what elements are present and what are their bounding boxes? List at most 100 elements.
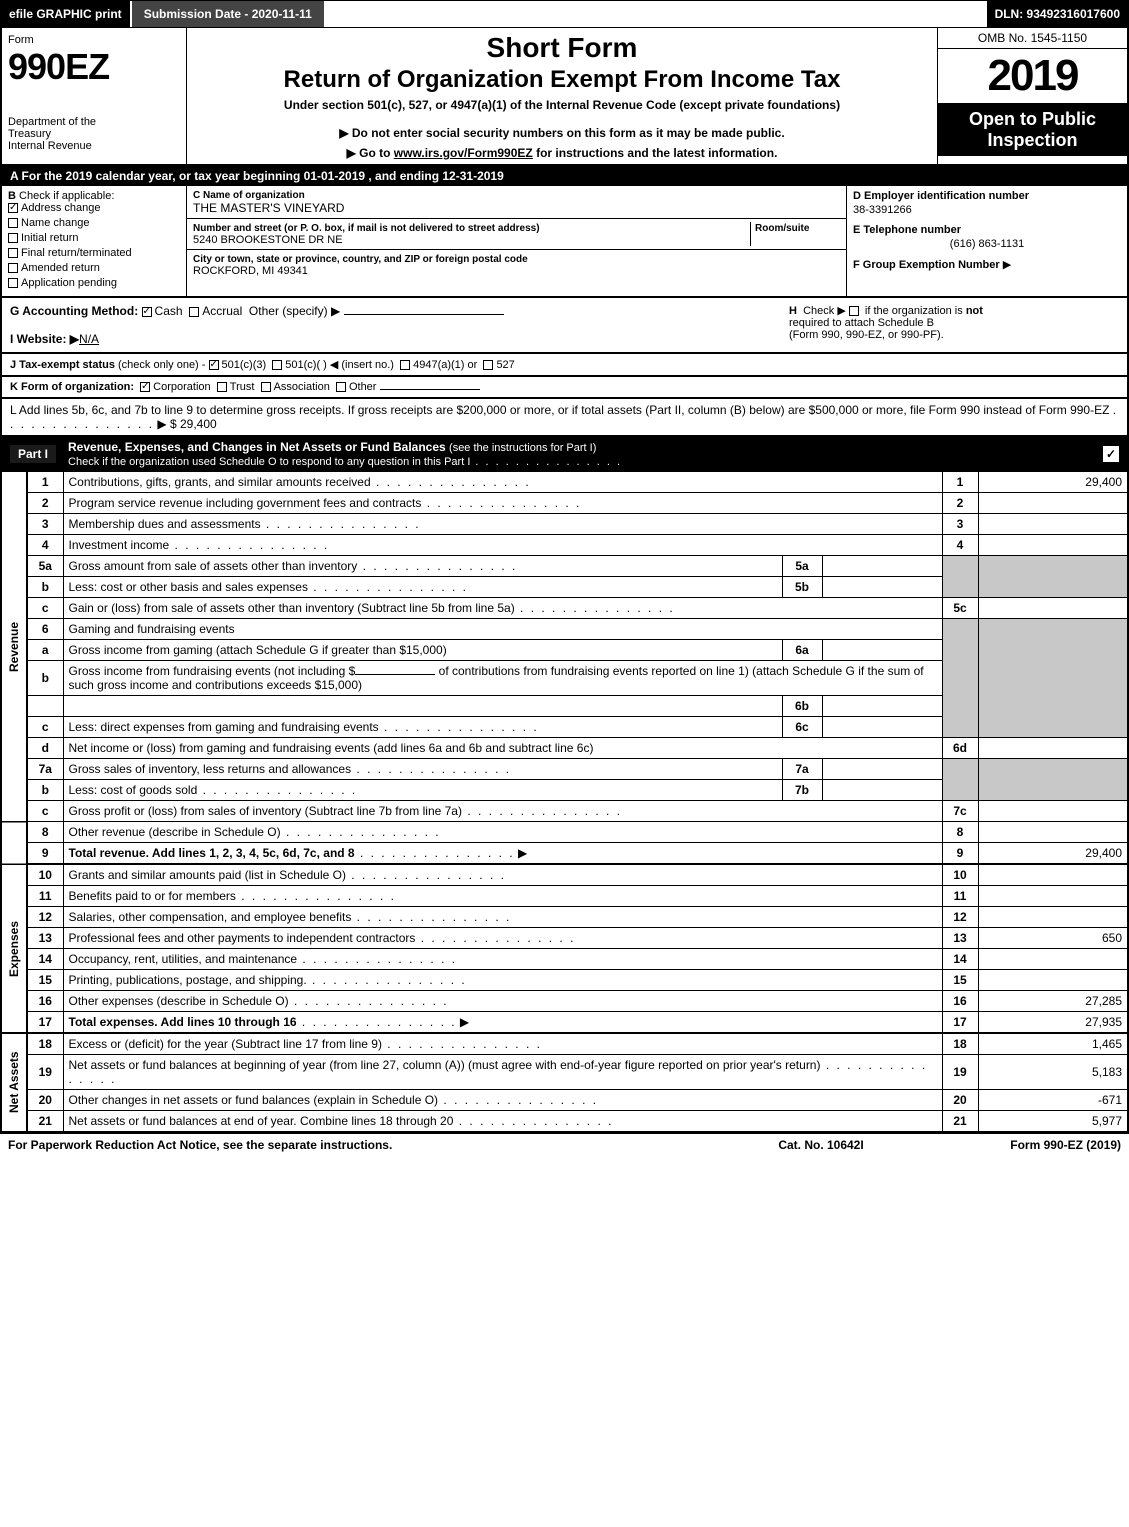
form-title: Return of Organization Exempt From Incom… <box>197 66 927 94</box>
table-row: 5a Gross amount from sale of assets othe… <box>1 556 1128 577</box>
line11-amount <box>978 886 1128 907</box>
check-final-return[interactable] <box>8 248 18 258</box>
table-row: 4 Investment income 4 <box>1 535 1128 556</box>
check-501c3[interactable] <box>209 360 219 370</box>
check-amended-return[interactable] <box>8 263 18 273</box>
check-schedule-b-not-required[interactable] <box>849 306 859 316</box>
check-cash[interactable] <box>142 307 152 317</box>
ssn-warning: ▶ Do not enter social security numbers o… <box>197 126 927 140</box>
section-h: H Check ▶ if the organization is not req… <box>789 304 1119 346</box>
check-other-org[interactable] <box>336 382 346 392</box>
paperwork-notice: For Paperwork Reduction Act Notice, see … <box>8 1138 721 1152</box>
ein-label: D Employer identification number <box>853 190 1121 202</box>
check-accrual[interactable] <box>189 307 199 317</box>
table-row: c Gross profit or (loss) from sales of i… <box>1 801 1128 822</box>
line15-amount <box>978 970 1128 991</box>
line6d-amount <box>978 738 1128 759</box>
table-row: 21 Net assets or fund balances at end of… <box>1 1111 1128 1133</box>
top-bar: efile GRAPHIC print Submission Date - 20… <box>0 0 1129 28</box>
part1-sub: (see the instructions for Part I) <box>449 442 596 454</box>
line3-amount <box>978 514 1128 535</box>
line10-amount <box>978 864 1128 886</box>
line16-amount: 27,285 <box>978 991 1128 1012</box>
irs-link-line: ▶ Go to www.irs.gov/Form990EZ for instru… <box>197 146 927 160</box>
phone-value: (616) 863-1131 <box>853 238 1121 250</box>
street-label: Number and street (or P. O. box, if mail… <box>193 223 540 234</box>
table-row: 3 Membership dues and assessments 3 <box>1 514 1128 535</box>
part1-header: Part I Revenue, Expenses, and Changes in… <box>0 437 1129 471</box>
table-row: 12 Salaries, other compensation, and emp… <box>1 907 1128 928</box>
section-j: J Tax-exempt status (check only one) - 5… <box>0 354 1129 377</box>
info-block: B Check if applicable: Address change Na… <box>0 186 1129 298</box>
room-label: Room/suite <box>755 223 809 234</box>
part1-schedule-o-check[interactable]: ✓ <box>1103 446 1119 462</box>
table-row: c Gain or (loss) from sale of assets oth… <box>1 598 1128 619</box>
open-to-public: Open to Public Inspection <box>938 103 1127 156</box>
org-name: THE MASTER'S VINEYARD <box>193 201 344 215</box>
catalog-number: Cat. No. 10642I <box>721 1138 921 1152</box>
omb-number: OMB No. 1545-1150 <box>938 28 1127 49</box>
org-name-label: C Name of organization <box>193 190 305 201</box>
section-l: L Add lines 5b, 6c, and 7b to line 9 to … <box>0 399 1129 437</box>
line7c-amount <box>978 801 1128 822</box>
form-label: Form <box>8 34 180 46</box>
ein-value: 38-3391266 <box>853 204 1121 216</box>
check-corporation[interactable] <box>140 382 150 392</box>
other-org-input[interactable] <box>380 389 480 390</box>
line14-amount <box>978 949 1128 970</box>
line13-amount: 650 <box>978 928 1128 949</box>
header-right: OMB No. 1545-1150 2019 Open to Public In… <box>937 28 1127 164</box>
section-k: K Form of organization: Corporation Trus… <box>0 377 1129 399</box>
table-row: 20 Other changes in net assets or fund b… <box>1 1090 1128 1111</box>
line17-amount: 27,935 <box>978 1012 1128 1034</box>
submission-date: Submission Date - 2020-11-11 <box>130 1 324 27</box>
tax-period-row: A For the 2019 calendar year, or tax yea… <box>0 166 1129 186</box>
section-b: B Check if applicable: Address change Na… <box>2 186 187 296</box>
page-footer: For Paperwork Reduction Act Notice, see … <box>0 1133 1129 1156</box>
line4-amount <box>978 535 1128 556</box>
line21-amount: 5,977 <box>978 1111 1128 1133</box>
check-association[interactable] <box>261 382 271 392</box>
table-row: Expenses 10 Grants and similar amounts p… <box>1 864 1128 886</box>
table-row: 15 Printing, publications, postage, and … <box>1 970 1128 991</box>
form-header: Form 990EZ Department of the Treasury In… <box>0 28 1129 166</box>
form-number: 990EZ <box>8 46 180 88</box>
website-value: N/A <box>79 332 99 346</box>
table-row: 14 Occupancy, rent, utilities, and maint… <box>1 949 1128 970</box>
other-method-input[interactable] <box>344 314 504 315</box>
tax-year: 2019 <box>938 49 1127 103</box>
check-address-change[interactable] <box>8 203 18 213</box>
table-row: d Net income or (loss) from gaming and f… <box>1 738 1128 759</box>
line18-amount: 1,465 <box>978 1033 1128 1055</box>
street-address: 5240 BROOKESTONE DR NE <box>193 234 343 246</box>
table-row: 7a Gross sales of inventory, less return… <box>1 759 1128 780</box>
check-527[interactable] <box>483 360 493 370</box>
line20-amount: -671 <box>978 1090 1128 1111</box>
part1-check-line: Check if the organization used Schedule … <box>68 456 470 468</box>
table-row: 13 Professional fees and other payments … <box>1 928 1128 949</box>
part1-tag: Part I <box>10 445 56 463</box>
dept-treasury: Department of the Treasury Internal Reve… <box>8 116 180 152</box>
table-row: 19 Net assets or fund balances at beginn… <box>1 1055 1128 1090</box>
table-row: 6 Gaming and fundraising events <box>1 619 1128 640</box>
short-form-title: Short Form <box>197 32 927 64</box>
table-row: 2 Program service revenue including gove… <box>1 493 1128 514</box>
city-label: City or town, state or province, country… <box>193 254 528 265</box>
check-501c[interactable] <box>272 360 282 370</box>
dln-label: DLN: 93492316017600 <box>987 1 1128 27</box>
check-4947[interactable] <box>400 360 410 370</box>
table-row: 16 Other expenses (describe in Schedule … <box>1 991 1128 1012</box>
line9-amount: 29,400 <box>978 843 1128 865</box>
line1-amount: 29,400 <box>978 472 1128 493</box>
table-row: 9 Total revenue. Add lines 1, 2, 3, 4, 5… <box>1 843 1128 865</box>
irs-link[interactable]: www.irs.gov/Form990EZ <box>394 146 533 160</box>
website-line: I Website: ▶N/A <box>10 332 789 346</box>
line12-amount <box>978 907 1128 928</box>
check-trust[interactable] <box>217 382 227 392</box>
check-name-change[interactable] <box>8 218 18 228</box>
header-center: Short Form Return of Organization Exempt… <box>187 28 937 164</box>
header-left: Form 990EZ Department of the Treasury In… <box>2 28 187 164</box>
accounting-method: G Accounting Method: Cash Accrual Other … <box>10 304 789 318</box>
check-initial-return[interactable] <box>8 233 18 243</box>
check-application-pending[interactable] <box>8 278 18 288</box>
